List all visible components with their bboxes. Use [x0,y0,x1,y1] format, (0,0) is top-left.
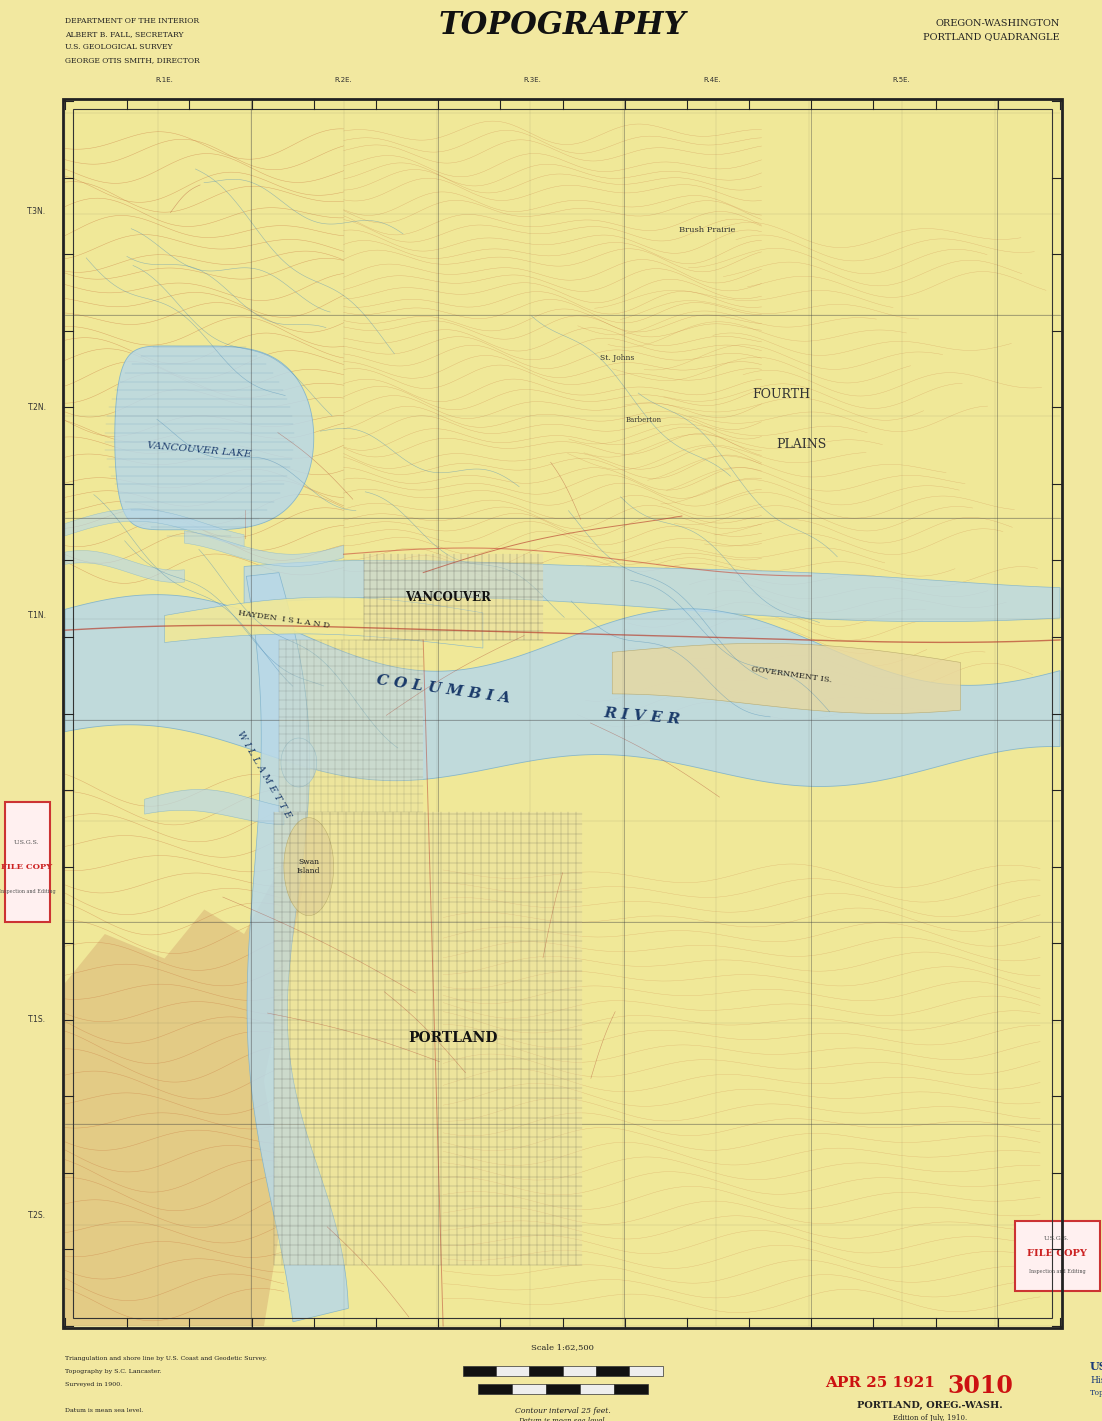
Bar [463,1366,496,1376]
Text: DEPARTMENT OF THE INTERIOR: DEPARTMENT OF THE INTERIOR [65,17,199,26]
Text: VANCOUVER LAKE: VANCOUVER LAKE [147,441,252,459]
Text: PLAINS: PLAINS [776,438,826,450]
Text: FILE COPY: FILE COPY [1027,1249,1087,1258]
Text: Datum is mean sea level.: Datum is mean sea level. [65,1408,143,1412]
Bar [511,1384,545,1394]
Polygon shape [164,597,483,648]
Polygon shape [184,531,344,567]
Bar [73,109,1052,1319]
Polygon shape [115,345,314,530]
Bar [629,1366,662,1376]
Polygon shape [246,573,348,1322]
Text: St. Johns: St. Johns [599,354,635,362]
Text: FILE COPY: FILE COPY [1,863,53,871]
Bar [279,639,423,811]
Polygon shape [65,509,245,547]
Polygon shape [284,817,334,915]
Text: R.1E.: R.1E. [155,77,173,82]
Text: R.4E.: R.4E. [703,77,721,82]
Text: T.2S.: T.2S. [28,1211,46,1221]
Text: T.1S.: T.1S. [28,820,46,828]
Text: Edition of July, 1910.: Edition of July, 1910. [893,1414,968,1421]
Text: Datum is mean sea level.: Datum is mean sea level. [518,1417,607,1421]
Text: R.5E.: R.5E. [892,77,909,82]
Polygon shape [65,861,304,1326]
Text: Historical: Historical [1090,1376,1102,1385]
Text: U.S.G.S.: U.S.G.S. [1045,1236,1070,1242]
Bar [63,99,1062,1329]
Bar [496,1366,529,1376]
Text: T.1N.: T.1N. [28,611,46,620]
Polygon shape [65,550,184,583]
Text: GOVERNMENT IS.: GOVERNMENT IS. [750,665,832,684]
Bar [364,554,542,639]
Text: T.1S.: T.1S. [28,1015,46,1025]
Text: OREGON-WASHINGTON: OREGON-WASHINGTON [936,18,1060,27]
Text: Triangulation and shore line by U.S. Coast and Geodetic Survey.: Triangulation and shore line by U.S. Coa… [65,1356,267,1361]
Text: USGS: USGS [1090,1361,1102,1373]
Text: GEORGE OTIS SMITH, DIRECTOR: GEORGE OTIS SMITH, DIRECTOR [65,55,199,64]
FancyBboxPatch shape [6,801,50,922]
Text: Contour interval 25 feet.: Contour interval 25 feet. [515,1407,611,1415]
Bar [614,1384,648,1394]
Bar [529,1366,562,1376]
Polygon shape [245,560,1060,621]
Text: T.2N.: T.2N. [28,402,46,412]
Text: PORTLAND QUADRANGLE: PORTLAND QUADRANGLE [923,33,1060,41]
Bar [562,1366,596,1376]
Text: Swan
Island: Swan Island [298,858,321,875]
Text: R I V E R: R I V E R [603,706,681,726]
Bar [596,1366,629,1376]
Text: Topography by S.C. Lancaster.: Topography by S.C. Lancaster. [65,1368,162,1374]
Text: TOPOGRAPHY: TOPOGRAPHY [439,10,687,41]
Text: C O L U M B I A: C O L U M B I A [376,672,511,705]
Text: Scale 1:62,500: Scale 1:62,500 [531,1343,594,1351]
Text: VANCOUVER: VANCOUVER [406,591,491,604]
Text: Inspection and Editing: Inspection and Editing [0,888,55,894]
Text: T.3N.: T.3N. [28,206,46,216]
Text: Inspection and Editing: Inspection and Editing [1028,1269,1085,1273]
Polygon shape [65,594,1060,786]
Text: U.S. GEOLOGICAL SURVEY: U.S. GEOLOGICAL SURVEY [65,43,173,51]
Text: PORTLAND, OREG.-WASH.: PORTLAND, OREG.-WASH. [857,1401,1003,1410]
Text: HAYDEN  I S L A N D: HAYDEN I S L A N D [238,608,331,630]
Text: Surveyed in 1900.: Surveyed in 1900. [65,1383,122,1387]
Text: PORTLAND: PORTLAND [409,1032,498,1044]
Bar [274,811,582,1265]
Bar [477,1384,511,1394]
Bar [545,1384,580,1394]
Polygon shape [281,737,316,787]
Text: Brush Prairie: Brush Prairie [679,226,735,233]
Text: 3010: 3010 [947,1374,1013,1398]
Text: R.2E.: R.2E. [335,77,353,82]
Polygon shape [144,790,284,824]
Bar [580,1384,614,1394]
Text: FOURTH: FOURTH [753,388,810,402]
Text: W I L L A M E T T E: W I L L A M E T T E [236,729,293,820]
Text: U.S.G.S.: U.S.G.S. [14,840,40,844]
Text: R.3E.: R.3E. [523,77,541,82]
Text: APR 25 1921: APR 25 1921 [825,1376,934,1390]
Text: Barberton: Barberton [626,415,662,423]
Bar [65,101,1060,1326]
FancyBboxPatch shape [1015,1221,1100,1292]
Polygon shape [613,644,961,713]
Text: Topographic D...: Topographic D... [1090,1388,1102,1397]
Text: ALBERT B. FALL, SECRETARY: ALBERT B. FALL, SECRETARY [65,30,184,38]
